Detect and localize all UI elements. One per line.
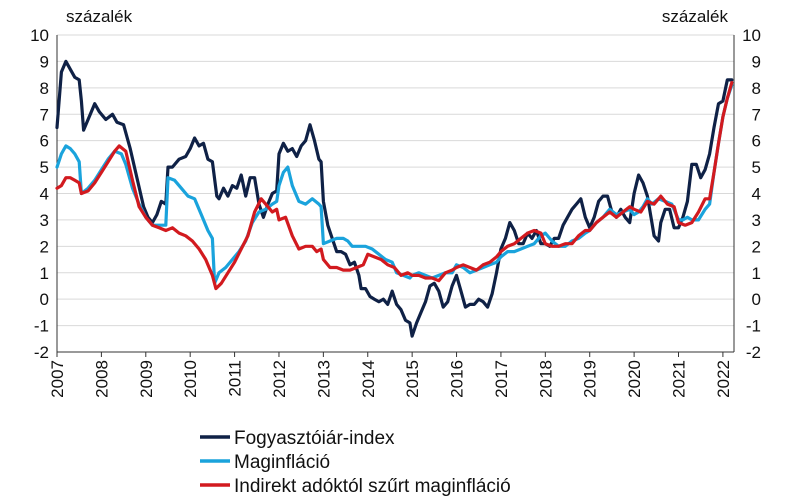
y-tick-label-right: 5: [752, 158, 761, 177]
left-y-ticks: -2 -1 0 1 2 3 4 5 6 7 8 9 10: [30, 26, 49, 362]
y-tick-label-right: 2: [752, 237, 761, 256]
x-tick-label: 2008: [92, 360, 111, 398]
x-ticks: 2007 2008 2009 2010 2011 2012 2013 2014 2015 2016…: [48, 352, 733, 398]
y-tick-label-right: 8: [752, 79, 761, 98]
left-y-unit-label: százalék: [66, 7, 133, 26]
legend-label-3: Indirekt adóktól szűrt maginfláció: [234, 476, 511, 497]
x-tick-label: 2018: [536, 360, 555, 398]
y-tick-label-left: -1: [34, 317, 49, 336]
y-tick-label-left: 0: [40, 290, 49, 309]
x-tick-label: 2019: [581, 360, 600, 398]
y-tick-label-left: 9: [40, 52, 49, 71]
y-tick-label-left: 8: [40, 79, 49, 98]
right-y-unit-label: százalék: [662, 7, 729, 26]
y-tick-label-right: 6: [752, 132, 761, 151]
legend-label-2: Maginfláció: [234, 452, 330, 473]
axes: [56, 35, 735, 353]
x-tick-label: 2017: [492, 360, 511, 398]
legend: Fogyasztóiár-index Maginfláció Indirekt ad…: [200, 428, 511, 497]
gridlines: [57, 34, 734, 353]
series-line-2: [55, 83, 734, 285]
series-lines: [55, 59, 734, 338]
y-tick-label-left: 3: [40, 211, 49, 230]
x-tick-label: 2009: [137, 360, 156, 398]
y-tick-label-left: 7: [40, 105, 49, 124]
y-tick-label-left: 4: [40, 185, 49, 204]
y-tick-label-right: -2: [746, 343, 761, 362]
x-tick-label: 2011: [226, 360, 245, 397]
series-line-1: [55, 59, 734, 338]
y-tick-label-left: 5: [40, 158, 49, 177]
legend-label-1: Fogyasztóiár-index: [234, 428, 395, 449]
x-tick-label: 2007: [48, 360, 67, 398]
y-tick-label-left: 2: [40, 237, 49, 256]
x-tick-label: 2010: [181, 360, 200, 398]
y-tick-label-right: 0: [752, 290, 761, 309]
y-tick-label-left: -2: [34, 343, 49, 362]
y-tick-label-left: 1: [40, 264, 49, 283]
x-tick-label: 2012: [270, 360, 289, 398]
y-tick-label-right: 9: [752, 52, 761, 71]
y-tick-label-right: 10: [742, 26, 761, 45]
series-line-3: [55, 81, 734, 291]
x-tick-label: 2014: [359, 360, 378, 398]
y-tick-label-right: 4: [752, 185, 761, 204]
x-tick-label: 2022: [714, 360, 733, 398]
y-tick-label-right: 7: [752, 105, 761, 124]
y-tick-label-right: -1: [746, 317, 761, 336]
x-tick-label: 2013: [314, 360, 333, 398]
y-tick-label-right: 3: [752, 211, 761, 230]
x-tick-label: 2016: [448, 360, 467, 398]
x-tick-label: 2020: [625, 360, 644, 398]
x-tick-label: 2021: [670, 360, 689, 398]
right-y-ticks: -2 -1 0 1 2 3 4 5 6 7 8 9 10: [742, 26, 761, 362]
y-tick-label-left: 10: [30, 26, 49, 45]
y-tick-label-left: 6: [40, 132, 49, 151]
x-tick-label: 2015: [403, 360, 422, 398]
y-tick-label-right: 1: [752, 264, 761, 283]
